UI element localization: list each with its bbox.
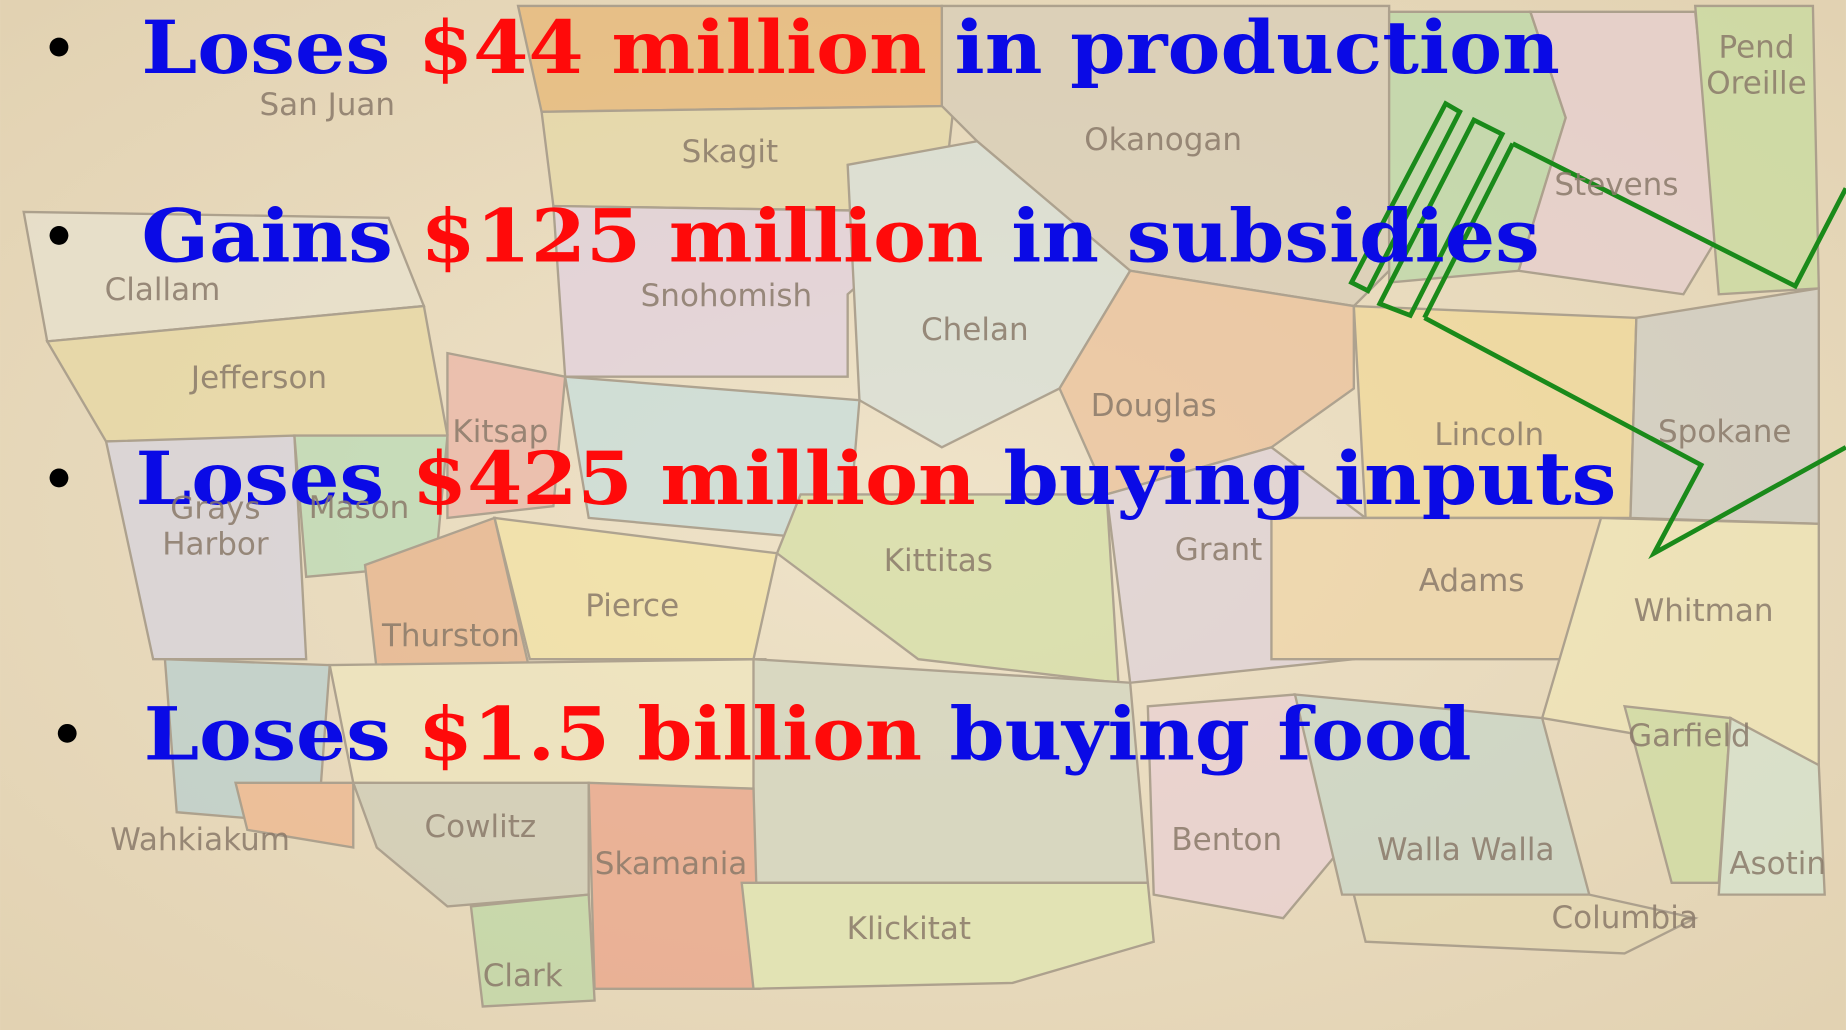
county-label: San Juan [259,87,396,124]
bullet-dot [49,37,69,57]
bullet-lead: Loses [135,436,384,522]
county-label: Thurston [381,618,520,655]
bullet-amount: $125 million [420,193,983,279]
county-label: Garfield [1628,718,1751,755]
bullet-dot [57,723,77,743]
bullet-lead: Loses [144,691,391,777]
county-label: Walla Walla [1376,832,1555,869]
county-label: Clallam [104,271,221,308]
county-label: Kitsap [452,414,549,451]
county-label: Grant [1174,532,1263,569]
county-label: Chelan [920,311,1029,348]
bullet-text: Gains $125 million in subsidies [141,193,1539,279]
bullet-text: Loses $44 million in production [141,5,1559,91]
county-label: Asotin [1729,846,1827,883]
county-label: Stevens [1554,167,1679,204]
county-label: Cowlitz [424,808,537,845]
county-label: Pierce [585,588,680,625]
county-label: Okanogan [1084,122,1243,159]
county-label: Pend Oreille [1706,29,1807,101]
bullet-text: Loses $1.5 billion buying food [144,691,1472,777]
bullet-lead: Loses [141,5,390,91]
bullet-amount: $44 million [418,5,927,91]
county-label: Wahkiakum [110,821,290,858]
county-label: Clark [482,958,563,995]
county-label: Klickitat [846,911,972,948]
county-label: Columbia [1551,900,1698,937]
county-label: Skamania [594,846,748,883]
bullet-rest: buying inputs [1003,436,1616,522]
bullet-dot [49,226,69,245]
bullet-amount: $1.5 billion [418,691,922,777]
county-label: Snohomish [640,277,813,314]
county-label: Kittitas [883,542,993,579]
county-label: Jefferson [190,360,328,397]
bullet-rest: in production [955,5,1560,91]
county-label: Whitman [1633,593,1774,630]
bullet-amount: $425 million [412,436,976,522]
county-label: Skagit [681,134,779,171]
county-label: Adams [1418,562,1525,599]
bullet-list: Loses $44 million in production Gains $12… [49,5,1616,777]
bullet-dot [49,468,69,488]
county-label: Douglas [1090,388,1217,425]
county-label: Lincoln [1434,416,1545,453]
counties [22,4,1826,1008]
county-label: Mason [308,489,410,526]
county-label: Benton [1171,821,1283,858]
green-arrow [1348,100,1846,560]
bullet-rest: buying food [949,691,1471,777]
bullet-lead: Gains [141,193,393,279]
county-label: Spokane [1658,414,1792,451]
bullet-rest: in subsidies [1011,193,1540,279]
bullet-text: Loses $425 million buying inputs [135,436,1616,522]
county-label: Grays Harbor [162,490,269,563]
